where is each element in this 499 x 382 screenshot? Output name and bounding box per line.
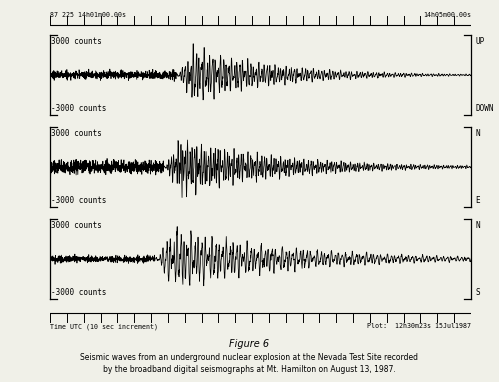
Text: -3000 counts: -3000 counts (51, 196, 106, 206)
Text: 87 225 14h01m00.00s: 87 225 14h01m00.00s (50, 12, 126, 18)
Text: Plot:  12h30m23s 15Jul1987: Plot: 12h30m23s 15Jul1987 (367, 323, 471, 329)
Text: UP: UP (475, 37, 485, 45)
Text: N: N (475, 220, 480, 230)
Text: S: S (475, 288, 480, 298)
Text: N: N (475, 129, 480, 138)
Text: DOWN: DOWN (475, 104, 494, 113)
Text: 3000 counts: 3000 counts (51, 129, 102, 138)
Text: -3000 counts: -3000 counts (51, 288, 106, 298)
Text: Time UTC (10 sec increment): Time UTC (10 sec increment) (50, 323, 158, 330)
Text: 3000 counts: 3000 counts (51, 37, 102, 45)
Text: 3000 counts: 3000 counts (51, 220, 102, 230)
Text: Seismic waves from an underground nuclear explosion at the Nevada Test Site reco: Seismic waves from an underground nuclea… (80, 353, 419, 363)
Text: -3000 counts: -3000 counts (51, 104, 106, 113)
Text: E: E (475, 196, 480, 206)
Text: Figure 6: Figure 6 (230, 339, 269, 349)
Text: by the broadband digital seismographs at Mt. Hamilton on August 13, 1987.: by the broadband digital seismographs at… (103, 366, 396, 374)
Text: 14h05m00.00s: 14h05m00.00s (423, 12, 471, 18)
